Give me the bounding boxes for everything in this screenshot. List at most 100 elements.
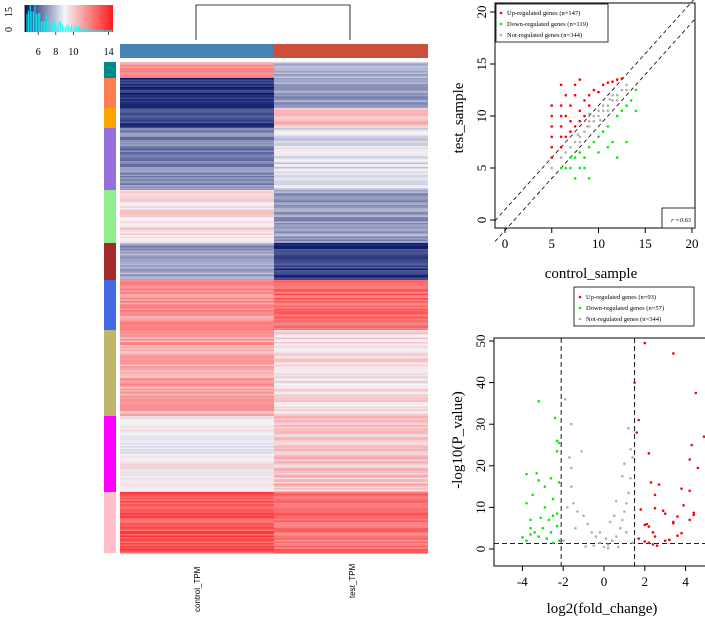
heatmap-cell — [274, 191, 428, 194]
heatmap-cell — [274, 485, 428, 487]
heatmap-cell — [274, 85, 428, 88]
heatmap-cell — [274, 334, 428, 337]
x-tick-label: 15 — [639, 236, 652, 251]
heatmap-cell — [274, 301, 428, 303]
data-point — [606, 546, 610, 550]
heatmap-cell — [274, 310, 428, 312]
heatmap-cell — [120, 236, 274, 239]
data-point — [615, 93, 619, 97]
heatmap-cell — [274, 156, 428, 159]
heatmap-cell — [120, 152, 274, 154]
heatmap-cell — [120, 230, 274, 233]
data-point — [559, 114, 563, 118]
heatmap-cell — [274, 370, 428, 373]
data-point — [561, 539, 565, 542]
heatmap-cell — [274, 534, 428, 536]
heatmap-cell — [120, 450, 274, 453]
heatmap-cell — [274, 342, 428, 344]
heatmap-cell — [120, 235, 274, 237]
heatmap-cell — [120, 249, 274, 251]
heatmap-cell — [120, 217, 274, 219]
row-cluster-color — [104, 243, 116, 280]
heatmap-cell — [120, 549, 274, 551]
heatmap-cell — [120, 491, 274, 493]
data-point — [582, 514, 585, 518]
heatmap-cell — [120, 182, 274, 184]
data-point — [525, 539, 528, 542]
heatmap-cell — [274, 252, 428, 254]
heatmap-cell — [120, 220, 274, 222]
heatmap-cell — [120, 258, 274, 260]
heatmap-cell — [120, 106, 274, 109]
data-point — [583, 114, 586, 118]
heatmap-cell — [274, 193, 428, 195]
x-tick-label: 20 — [686, 236, 699, 251]
data-point — [680, 487, 683, 490]
data-point — [625, 501, 628, 505]
data-point — [529, 533, 532, 536]
data-point — [578, 78, 582, 81]
heatmap-cell — [120, 456, 274, 459]
heatmap-cell — [120, 402, 274, 404]
heatmap-cell — [274, 391, 428, 394]
fold-line-lower — [494, 18, 696, 242]
y-tick-label: 0 — [474, 217, 489, 224]
heatmap-cell — [274, 498, 428, 500]
heatmap-cell — [274, 403, 428, 406]
legend-marker — [578, 317, 582, 321]
data-point — [647, 541, 651, 545]
heatmap-cell — [274, 246, 428, 248]
data-point — [688, 518, 691, 522]
heatmap-cell — [120, 417, 274, 420]
data-point — [564, 93, 568, 97]
data-point — [633, 381, 636, 384]
heatmap-cell — [120, 261, 274, 263]
heatmap-cell — [274, 296, 428, 299]
heatmap-cell — [274, 447, 428, 450]
heatmap-cell — [120, 516, 274, 518]
heatmap-cell — [274, 366, 428, 368]
heatmap-cell — [120, 363, 274, 365]
data-point — [625, 88, 628, 92]
heatmap-cell — [120, 91, 274, 94]
heatmap-cell — [274, 502, 428, 505]
heatmap-cell — [274, 420, 428, 423]
heatmap-cell — [274, 414, 428, 416]
heatmap-cell — [274, 514, 428, 517]
heatmap-cell — [120, 115, 274, 118]
data-point — [578, 119, 582, 123]
heatmap-cell — [120, 179, 274, 181]
heatmap-cell — [274, 516, 428, 518]
heatmap-cell — [274, 94, 428, 97]
heatmap-cell — [120, 177, 274, 180]
data-point — [601, 109, 605, 113]
heatmap-cell — [274, 328, 428, 330]
heatmap-cell — [274, 331, 428, 334]
heatmap-cell — [274, 77, 428, 79]
data-point — [550, 125, 554, 128]
heatmap-cell — [120, 194, 274, 197]
heatmap-cell — [120, 513, 274, 515]
heatmap-cell — [120, 128, 274, 130]
data-point — [643, 341, 647, 345]
data-point — [653, 535, 657, 538]
color-key-xtick: 6 — [36, 47, 41, 58]
data-point — [568, 456, 571, 459]
heatmap-cell — [120, 229, 274, 231]
heatmap-cell — [274, 397, 428, 400]
heatmap-cell — [120, 287, 274, 290]
scatter-plot: 0 5 10 15 20 0 5 10 15 20 Up-regulated genes (n=1… — [451, 0, 699, 282]
heatmap-cell — [120, 343, 274, 346]
heatmap-cell — [274, 432, 428, 435]
heatmap-cell — [274, 363, 428, 365]
heatmap-cell — [274, 543, 428, 545]
heatmap-cell — [120, 393, 274, 395]
data-point — [569, 156, 572, 159]
heatmap-cell — [274, 229, 428, 231]
heatmap-cell — [274, 549, 428, 551]
heatmap-cell — [274, 123, 428, 125]
y-tick-label: 30 — [473, 418, 488, 431]
heatmap-cell — [274, 355, 428, 358]
heatmap-cell — [274, 364, 428, 367]
data-point — [634, 88, 638, 92]
